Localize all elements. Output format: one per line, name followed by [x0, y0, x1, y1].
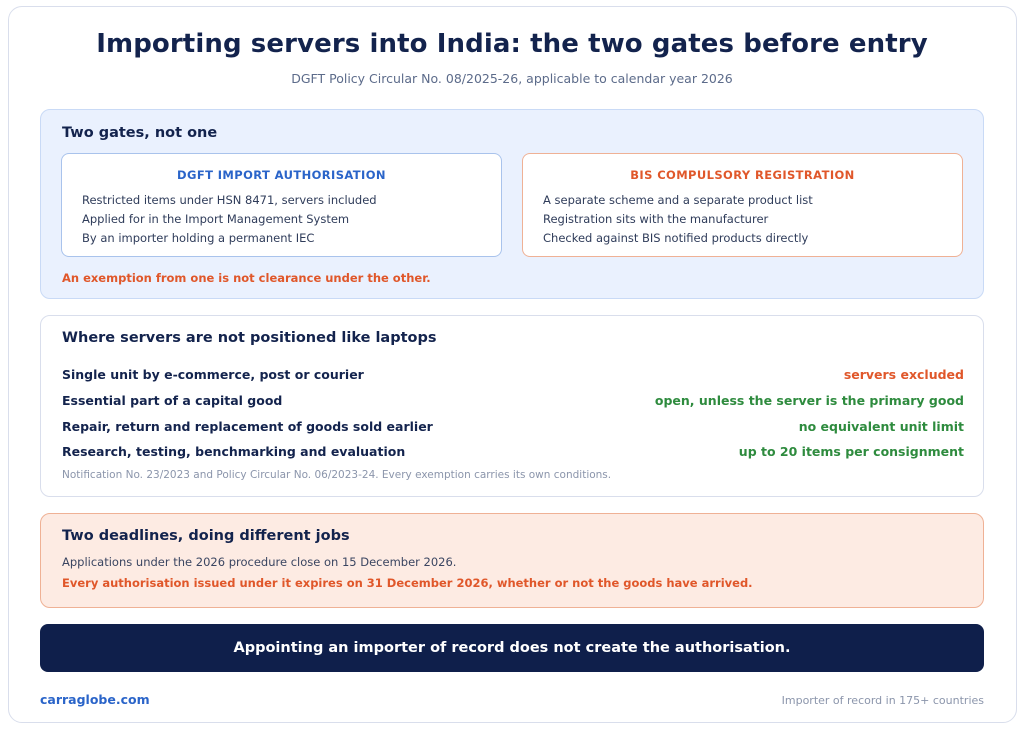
table-row: Repair, return and replacement of goods …	[62, 413, 964, 439]
site-link[interactable]: carraglobe.com	[40, 692, 150, 707]
row-label: Essential part of a capital good	[62, 393, 283, 409]
applications-deadline: Applications under the 2026 procedure cl…	[62, 555, 457, 569]
row-label: Research, testing, benchmarking and eval…	[62, 444, 406, 460]
two-gates-section: Two gates, not one DGFT IMPORT AUTHORISA…	[40, 109, 984, 299]
table-row: Research, testing, benchmarking and eval…	[62, 439, 964, 465]
list-item: Restricted items under HSN 8471, servers…	[82, 193, 377, 207]
table-row: Single unit by e-commerce, post or couri…	[62, 362, 964, 388]
bis-gate-title: BIS COMPULSORY REGISTRATION	[630, 168, 855, 182]
list-item: A separate scheme and a separate product…	[543, 193, 813, 207]
page-subtitle: DGFT Policy Circular No. 08/2025-26, app…	[291, 71, 733, 86]
bis-gate-box: BIS COMPULSORY REGISTRATION A separate s…	[522, 153, 963, 257]
bis-gate-list: A separate scheme and a separate product…	[543, 191, 813, 248]
authorisation-expiry: Every authorisation issued under it expi…	[62, 576, 753, 590]
dgft-gate-box: DGFT IMPORT AUTHORISATION Restricted ite…	[61, 153, 502, 257]
page-title: Importing servers into India: the two ga…	[96, 29, 928, 59]
key-message-banner: Appointing an importer of record does no…	[40, 624, 984, 672]
exemptions-footnote: Notification No. 23/2023 and Policy Circ…	[62, 469, 612, 481]
row-status: open, unless the server is the primary g…	[654, 393, 964, 409]
footer-tagline: Importer of record in 175+ countries	[781, 694, 984, 707]
row-label: Single unit by e-commerce, post or couri…	[62, 367, 364, 383]
row-label: Repair, return and replacement of goods …	[62, 418, 433, 434]
two-gates-heading: Two gates, not one	[62, 125, 218, 141]
exemption-rows: Single unit by e-commerce, post or couri…	[62, 362, 964, 465]
table-row: Essential part of a capital good open, u…	[62, 388, 964, 414]
list-item: Checked against BIS notified products di…	[543, 231, 809, 245]
row-status: servers excluded	[843, 367, 964, 383]
exemption-warning: An exemption from one is not clearance u…	[62, 271, 431, 285]
dgft-gate-list: Restricted items under HSN 8471, servers…	[82, 191, 377, 248]
exemptions-section: Where servers are not positioned like la…	[40, 315, 984, 497]
list-item: By an importer holding a permanent IEC	[82, 231, 315, 245]
row-status: no equivalent unit limit	[798, 418, 964, 434]
row-status: up to 20 items per consignment	[738, 444, 964, 460]
deadlines-heading: Two deadlines, doing different jobs	[62, 528, 350, 544]
dgft-gate-title: DGFT IMPORT AUTHORISATION	[177, 168, 386, 182]
list-item: Registration sits with the manufacturer	[543, 212, 769, 226]
exemptions-heading: Where servers are not positioned like la…	[62, 330, 437, 346]
deadlines-section: Two deadlines, doing different jobs Appl…	[40, 513, 984, 608]
list-item: Applied for in the Import Management Sys…	[82, 212, 350, 226]
